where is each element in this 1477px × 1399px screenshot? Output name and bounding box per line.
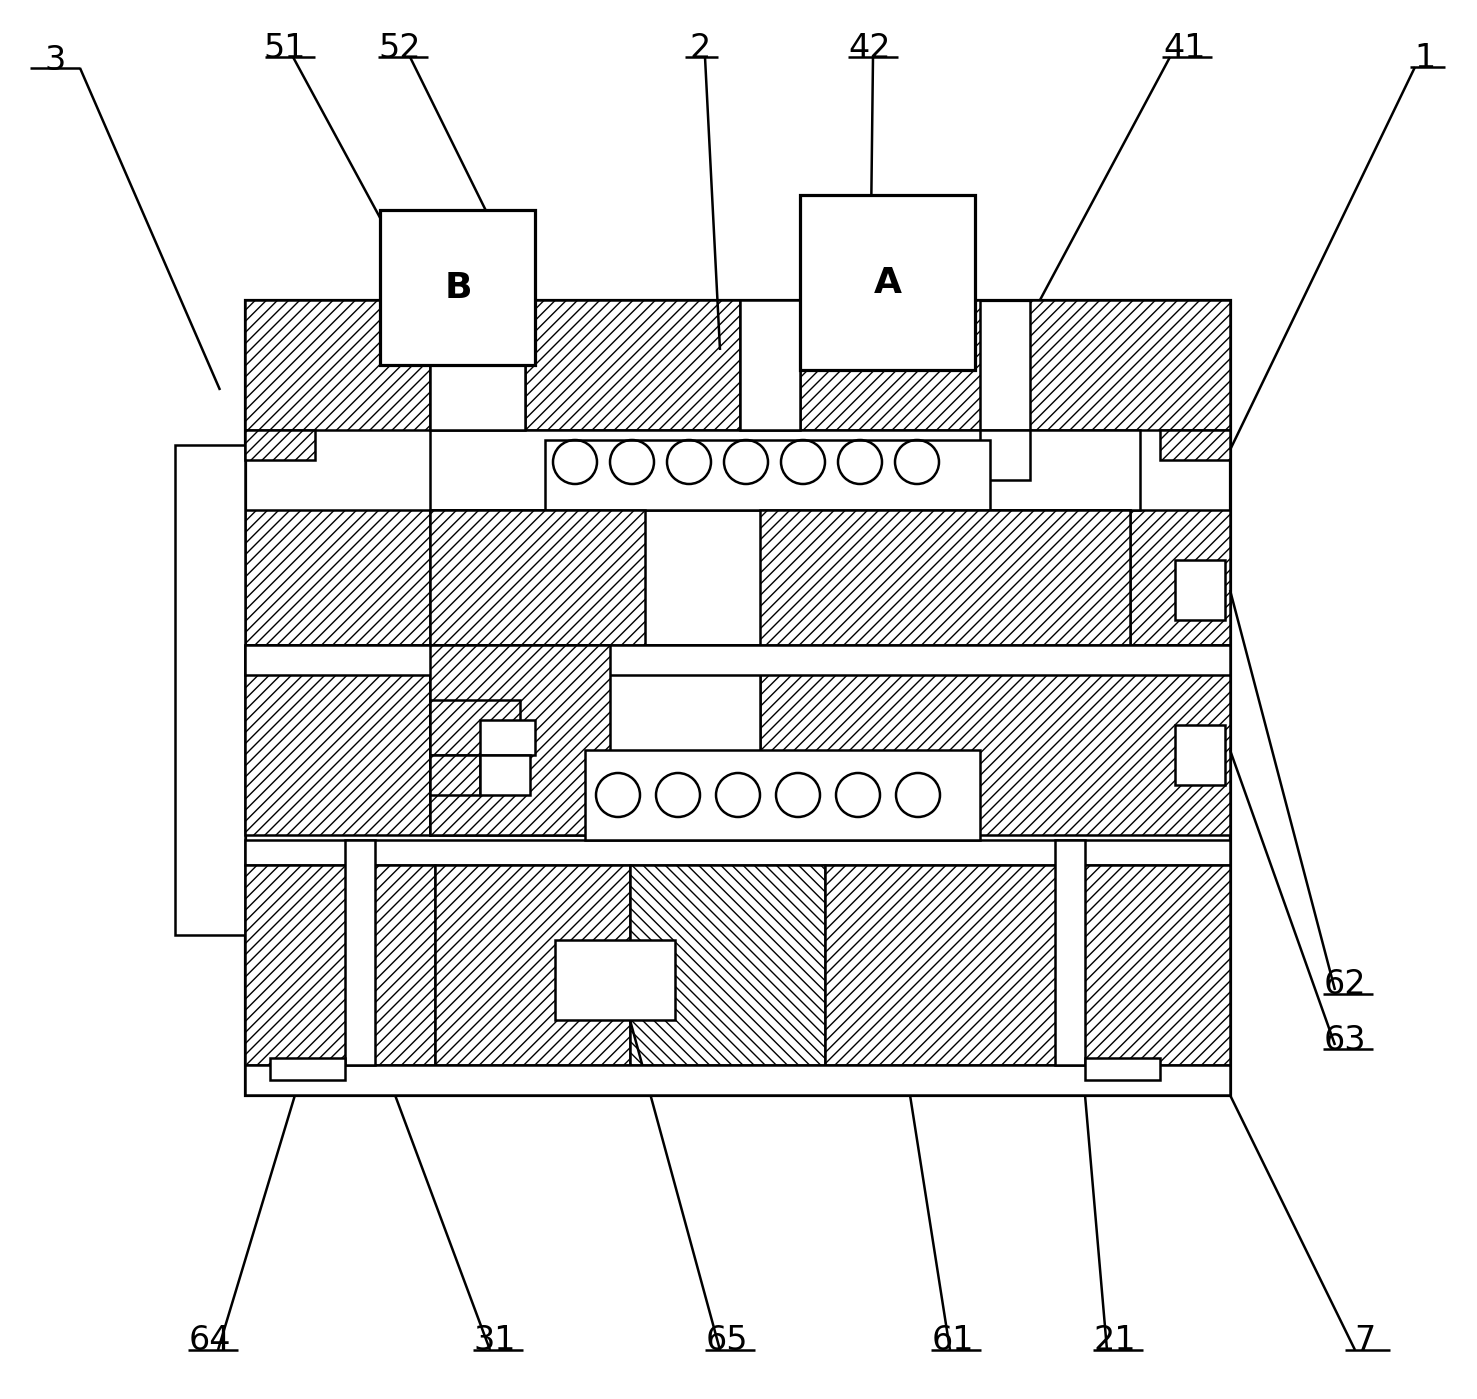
Bar bbox=[430, 700, 520, 755]
Text: 52: 52 bbox=[378, 32, 421, 64]
Text: 63: 63 bbox=[1323, 1024, 1366, 1056]
Bar bbox=[436, 865, 631, 1065]
Text: 2: 2 bbox=[690, 32, 710, 64]
Bar bbox=[981, 429, 1029, 480]
Text: 1: 1 bbox=[1415, 42, 1436, 74]
Bar bbox=[174, 445, 245, 935]
Bar bbox=[430, 645, 761, 835]
Bar bbox=[430, 645, 610, 835]
Bar bbox=[801, 194, 975, 369]
Bar bbox=[1086, 1058, 1159, 1080]
Text: 21: 21 bbox=[1093, 1323, 1136, 1357]
Text: 62: 62 bbox=[1323, 968, 1366, 1002]
Text: 64: 64 bbox=[189, 1323, 232, 1357]
Bar bbox=[245, 299, 1230, 1095]
Text: 3: 3 bbox=[44, 43, 65, 77]
Bar bbox=[631, 865, 826, 1065]
Bar bbox=[430, 330, 524, 429]
Bar bbox=[740, 299, 801, 429]
Text: 7: 7 bbox=[1354, 1323, 1375, 1357]
Text: A: A bbox=[874, 266, 902, 299]
Bar bbox=[430, 755, 480, 795]
Bar bbox=[524, 299, 740, 429]
Bar bbox=[245, 645, 1230, 674]
Bar bbox=[1176, 725, 1224, 785]
Bar bbox=[801, 299, 981, 429]
Text: 41: 41 bbox=[1164, 32, 1207, 64]
Text: B: B bbox=[445, 271, 471, 305]
Text: 65: 65 bbox=[706, 1323, 749, 1357]
Bar bbox=[1176, 560, 1224, 620]
Bar bbox=[430, 511, 645, 645]
Bar bbox=[826, 865, 1230, 1065]
Bar bbox=[545, 441, 990, 511]
Bar bbox=[1055, 839, 1086, 1065]
Bar bbox=[346, 839, 375, 1065]
Bar bbox=[555, 940, 675, 1020]
Bar bbox=[585, 750, 981, 839]
Bar bbox=[245, 1065, 1230, 1095]
Text: 31: 31 bbox=[474, 1323, 517, 1357]
Bar bbox=[245, 839, 1230, 865]
Bar bbox=[1029, 299, 1230, 429]
Bar bbox=[436, 865, 826, 1065]
Bar bbox=[430, 511, 1130, 645]
Bar bbox=[761, 511, 1130, 645]
Bar bbox=[245, 299, 430, 429]
Bar bbox=[245, 511, 1230, 645]
Text: 42: 42 bbox=[849, 32, 891, 64]
Bar bbox=[245, 865, 436, 1065]
Bar bbox=[245, 645, 430, 835]
Bar bbox=[430, 429, 1140, 511]
Bar bbox=[761, 645, 1230, 835]
Bar bbox=[245, 429, 315, 460]
Text: 61: 61 bbox=[932, 1323, 975, 1357]
Bar bbox=[480, 720, 535, 755]
Bar bbox=[270, 1058, 346, 1080]
Text: 51: 51 bbox=[264, 32, 306, 64]
Bar bbox=[480, 755, 530, 795]
Bar bbox=[1159, 429, 1230, 460]
Bar bbox=[380, 210, 535, 365]
